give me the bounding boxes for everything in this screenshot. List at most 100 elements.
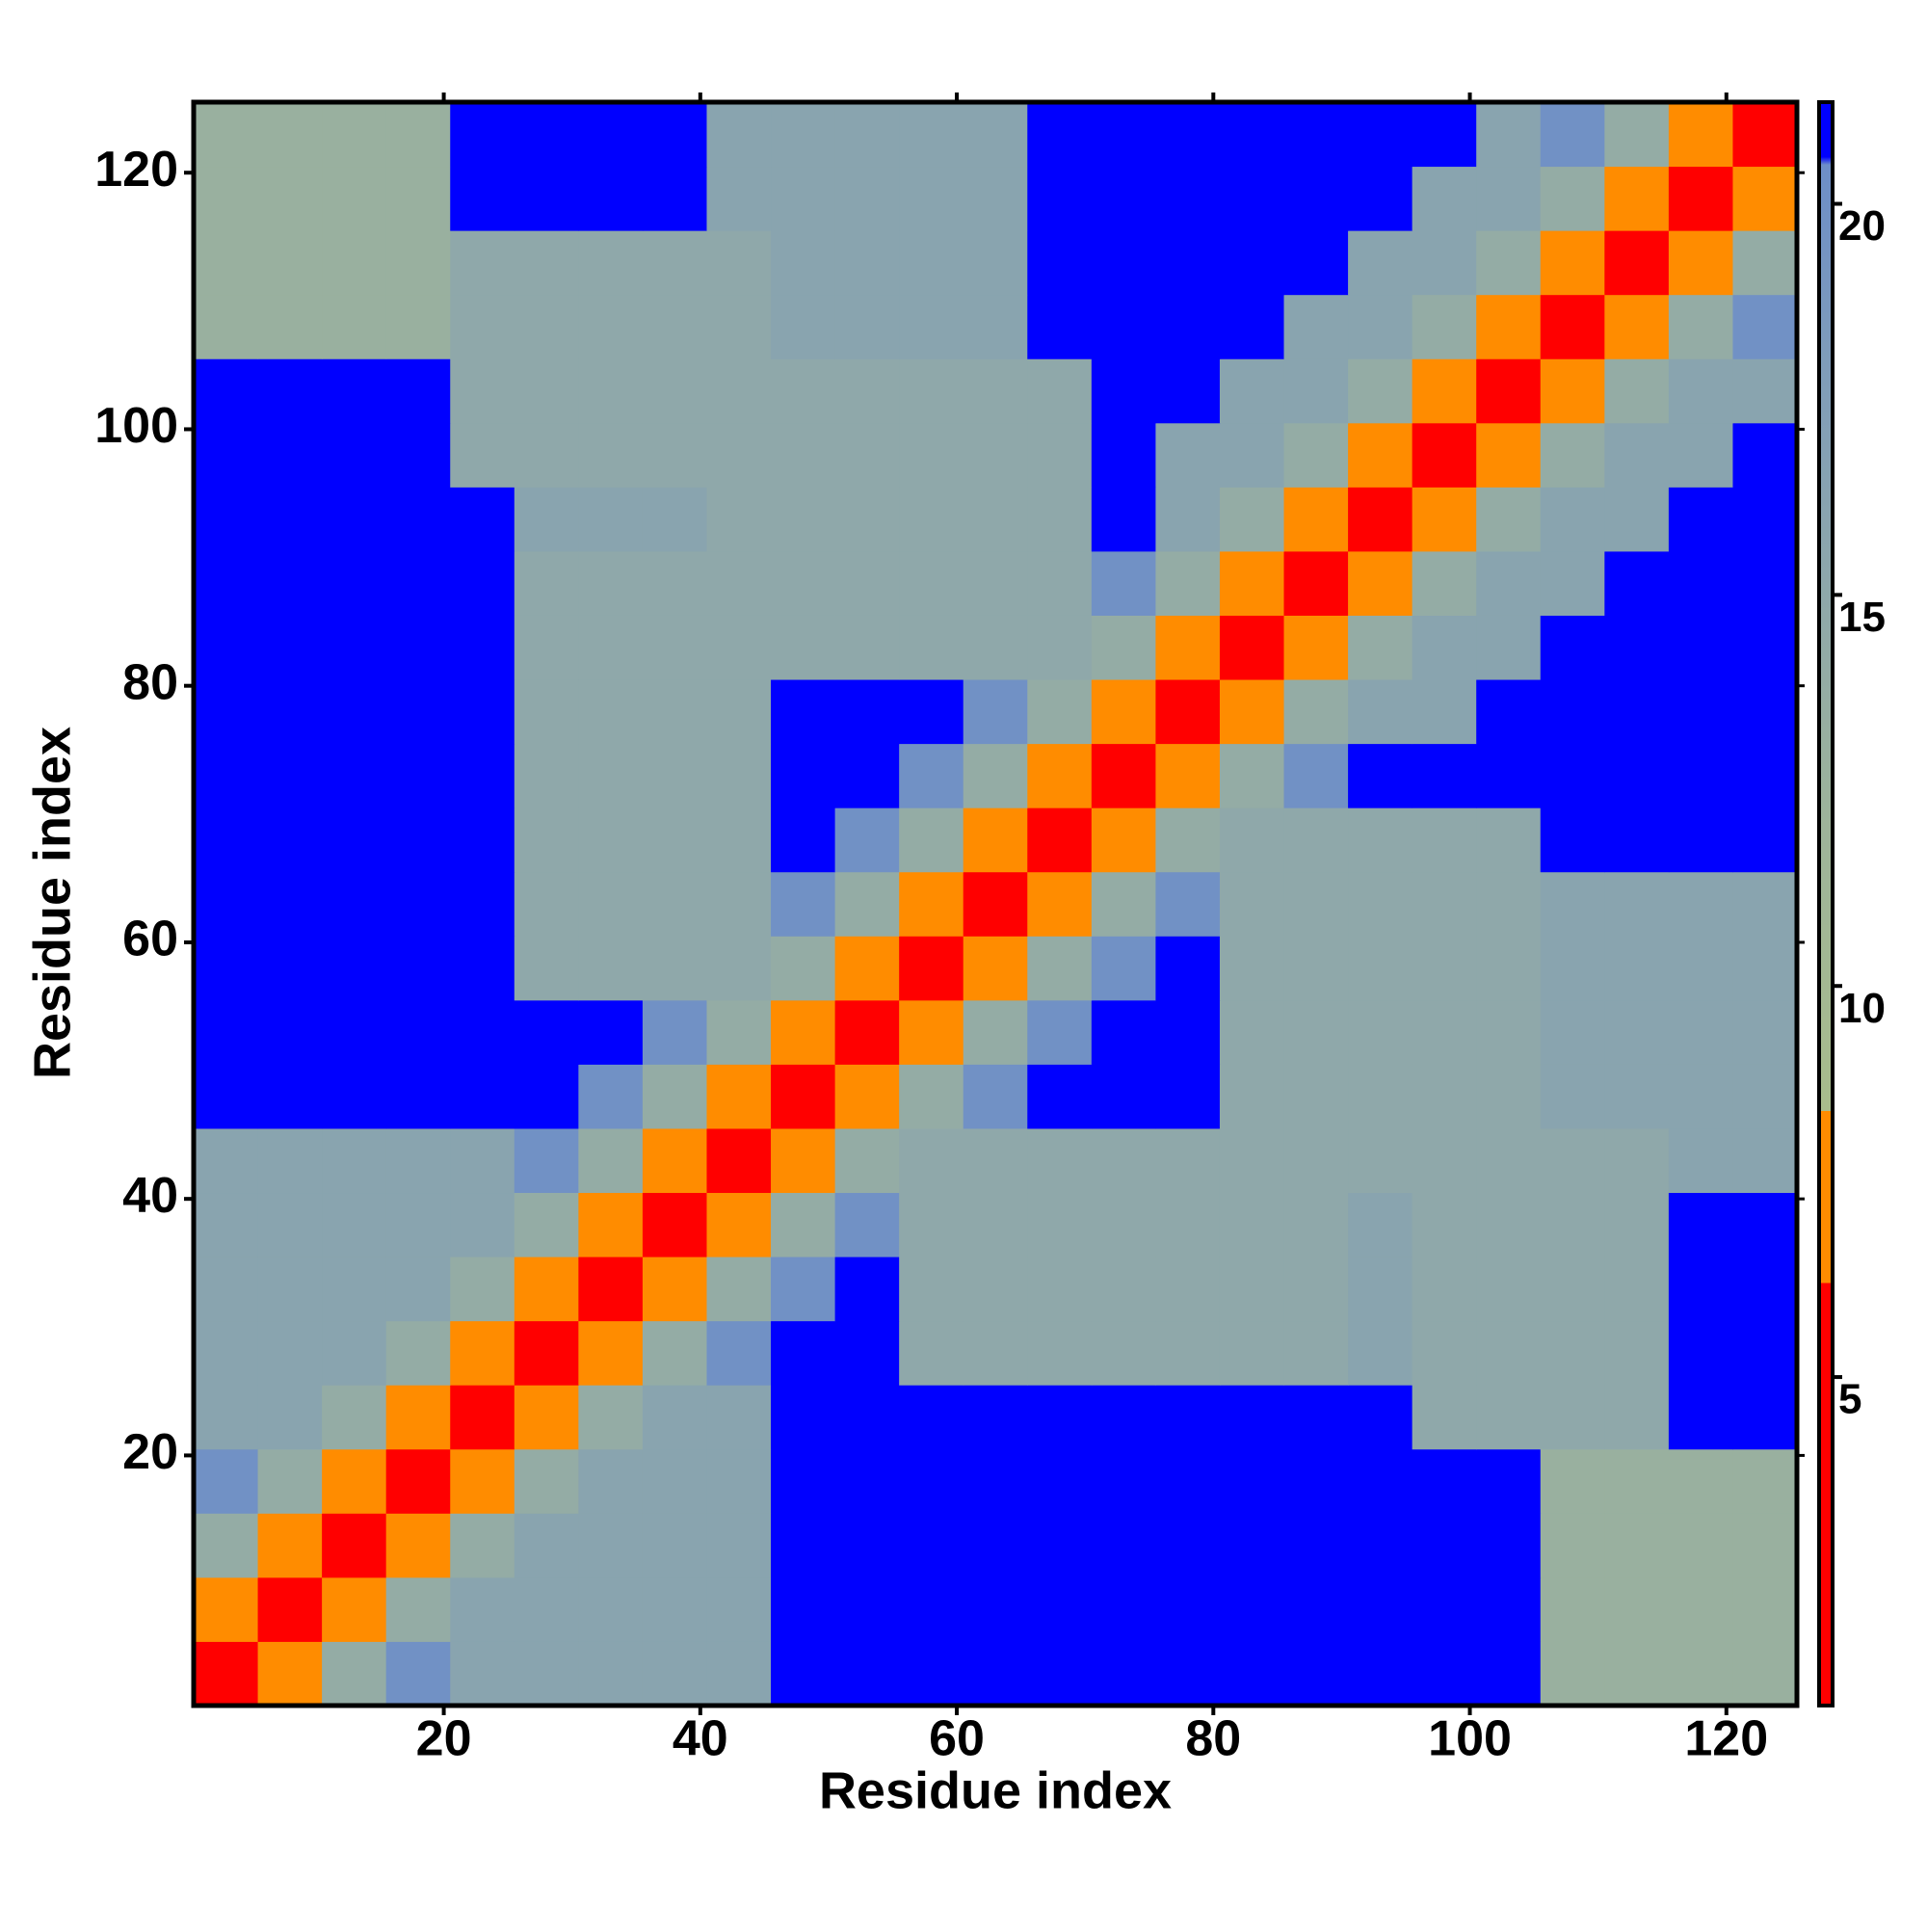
- heatmap-cell: [1219, 166, 1285, 231]
- heatmap-cell: [642, 1385, 707, 1450]
- heatmap-cell: [385, 1385, 451, 1450]
- heatmap-cell: [1348, 1064, 1413, 1129]
- heatmap-cell: [1091, 936, 1156, 1001]
- heatmap-cell: [257, 294, 323, 359]
- heatmap-cell: [1091, 294, 1156, 359]
- heatmap-cell: [1091, 615, 1156, 680]
- heatmap-cell: [834, 1064, 900, 1129]
- heatmap-cell: [963, 1385, 1028, 1450]
- heatmap-cell: [385, 294, 451, 359]
- heatmap-cell: [322, 1192, 387, 1257]
- heatmap-cell: [1412, 487, 1477, 552]
- heatmap-cell: [771, 166, 836, 231]
- heatmap-cell: [1412, 807, 1477, 873]
- heatmap-cell: [1219, 294, 1285, 359]
- heatmap-cell: [1348, 1448, 1413, 1514]
- heatmap-cell: [1476, 1385, 1542, 1450]
- heatmap-cell: [834, 1257, 900, 1322]
- heatmap-cell: [834, 487, 900, 552]
- heatmap-cell: [899, 1127, 964, 1194]
- heatmap-cell: [1348, 615, 1413, 680]
- heatmap-cell: [194, 936, 259, 1001]
- heatmap-cell: [1091, 1064, 1156, 1129]
- heatmap-cell: [1412, 679, 1477, 745]
- heatmap-cell: [450, 1192, 515, 1257]
- heatmap-cell: [578, 1513, 644, 1578]
- heatmap-cell: [257, 550, 323, 616]
- heatmap-cell: [1155, 487, 1221, 552]
- heatmap-cell: [706, 679, 772, 745]
- heatmap-cell: [578, 1320, 644, 1386]
- heatmap-cell: [1668, 1641, 1733, 1707]
- heatmap-cell: [514, 358, 579, 424]
- heatmap-cell: [1604, 1385, 1670, 1450]
- y-tick-label: 120: [94, 142, 178, 198]
- heatmap-cell: [771, 679, 836, 745]
- heatmap-cell: [1283, 1064, 1349, 1129]
- heatmap-cell: [963, 1064, 1028, 1129]
- heatmap-cell: [834, 550, 900, 616]
- heatmap-cell: [194, 1127, 259, 1194]
- heatmap-cell: [899, 166, 964, 231]
- heatmap-cell: [257, 1064, 323, 1129]
- heatmap-cell: [1283, 615, 1349, 680]
- heatmap-cell: [1027, 1641, 1093, 1707]
- heatmap-cell: [1155, 422, 1221, 488]
- heatmap-cell: [834, 1448, 900, 1514]
- heatmap-cell: [1027, 550, 1093, 616]
- heatmap-cell: [706, 166, 772, 231]
- heatmap-cell: [1348, 422, 1413, 488]
- heatmap-cell: [1348, 1192, 1413, 1257]
- heatmap-cell: [899, 1448, 964, 1514]
- heatmap-cell: [1604, 487, 1670, 552]
- heatmap-cell: [1219, 1320, 1285, 1386]
- heatmap-cell: [450, 166, 515, 231]
- heatmap-cell: [385, 1448, 451, 1514]
- heatmap-cell: [1219, 1513, 1285, 1578]
- heatmap-cell: [450, 1641, 515, 1707]
- heatmap-cell: [194, 743, 259, 808]
- heatmap-cell: [1540, 1192, 1605, 1257]
- colorbar: [1817, 100, 1835, 1707]
- heatmap-cell: [1412, 550, 1477, 616]
- heatmap-cell: [1604, 166, 1670, 231]
- heatmap-cell: [1155, 615, 1221, 680]
- heatmap-cell: [1027, 230, 1093, 296]
- heatmap-cell: [385, 679, 451, 745]
- heatmap-cell: [257, 1641, 323, 1707]
- heatmap-cell: [1476, 1513, 1542, 1578]
- colorbar-tick-label: 10: [1838, 985, 1886, 1032]
- heatmap-cell: [963, 294, 1028, 359]
- heatmap-cell: [1027, 615, 1093, 680]
- heatmap-cell: [899, 230, 964, 296]
- heatmap-cell: [194, 358, 259, 424]
- heatmap-cell: [1219, 679, 1285, 745]
- heatmap-cell: [1027, 422, 1093, 488]
- heatmap-cell: [385, 615, 451, 680]
- heatmap-cell: [963, 1513, 1028, 1578]
- heatmap-cell: [1732, 1064, 1798, 1129]
- heatmap-cell: [1668, 1257, 1733, 1322]
- heatmap-cell: [385, 1513, 451, 1578]
- heatmap-cell: [1412, 294, 1477, 359]
- heatmap-cell: [706, 1127, 772, 1194]
- heatmap-cell: [834, 1320, 900, 1386]
- heatmap-cell: [1219, 1448, 1285, 1514]
- heatmap-cell: [963, 936, 1028, 1001]
- heatmap-cell: [1476, 999, 1542, 1065]
- heatmap-cell: [1027, 358, 1093, 424]
- heatmap-cell: [194, 102, 259, 168]
- heatmap-cell: [194, 294, 259, 359]
- heatmap-cell: [642, 294, 707, 359]
- heatmap-cell: [322, 1513, 387, 1578]
- heatmap-cell: [771, 1257, 836, 1322]
- heatmap-cell: [1540, 230, 1605, 296]
- heatmap-cell: [1668, 936, 1733, 1001]
- heatmap-cell: [514, 936, 579, 1001]
- heatmap-cell: [706, 936, 772, 1001]
- heatmap-cell: [642, 999, 707, 1065]
- heatmap-cell: [963, 358, 1028, 424]
- heatmap-cell: [1091, 1385, 1156, 1450]
- heatmap-cell: [834, 936, 900, 1001]
- heatmap-cell: [706, 743, 772, 808]
